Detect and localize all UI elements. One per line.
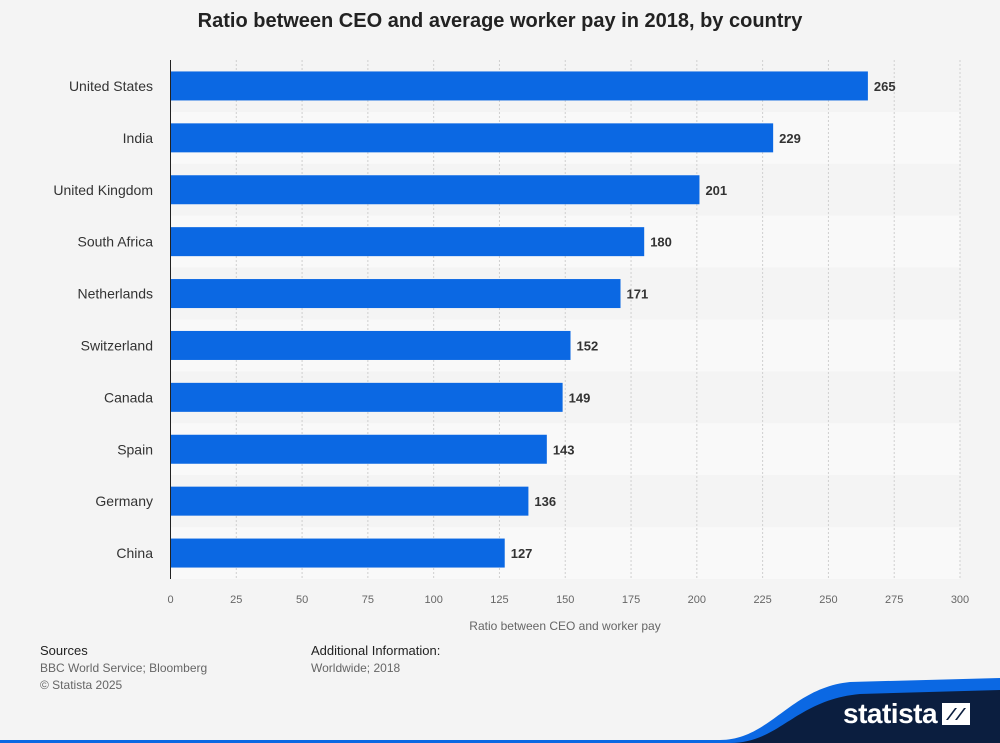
- category-labels: United States India United Kingdom South Af…: [53, 78, 153, 561]
- bar: [170, 486, 529, 516]
- bar-value-label: 201: [705, 183, 727, 198]
- bar: [170, 71, 868, 101]
- x-tick-label: 300: [951, 594, 969, 606]
- bar-value-label: 136: [534, 494, 556, 509]
- bar-value-label: 152: [577, 338, 599, 353]
- x-tick-label: 75: [362, 594, 374, 606]
- bar: [170, 538, 505, 568]
- category-label: Canada: [104, 389, 153, 405]
- bar: [170, 434, 547, 464]
- brand-wave-dark: [730, 690, 1000, 743]
- x-tick-label: 125: [490, 594, 508, 606]
- data-labels: 265 229 201 180 171 152 149 143 136 127: [511, 79, 896, 561]
- x-tick-label: 275: [885, 594, 903, 606]
- x-tick-label: 150: [556, 594, 574, 606]
- bar: [170, 227, 645, 257]
- x-tick-label: 250: [819, 594, 837, 606]
- x-tick-label: 200: [688, 594, 706, 606]
- brand-footer: [0, 678, 1000, 743]
- x-tick-label: 0: [167, 594, 173, 606]
- bars: [170, 71, 868, 568]
- bar-value-label: 180: [650, 235, 672, 250]
- statista-logo-icon: [942, 703, 970, 725]
- x-tick-label: 50: [296, 594, 308, 606]
- sources-label: Sources: [40, 643, 88, 658]
- bar-value-label: 149: [569, 390, 591, 405]
- copyright-text: © Statista 2025: [40, 678, 123, 692]
- x-axis-label: Ratio between CEO and worker pay: [469, 619, 660, 633]
- x-tick-label: 225: [753, 594, 771, 606]
- x-tick-label: 175: [622, 594, 640, 606]
- bar-value-label: 229: [779, 131, 801, 146]
- bar-value-label: 127: [511, 546, 533, 561]
- category-label: Germany: [95, 493, 153, 509]
- category-label: Switzerland: [81, 337, 153, 353]
- statista-logo: statista: [843, 698, 938, 729]
- bar: [170, 123, 774, 153]
- bar: [170, 330, 571, 360]
- category-label: India: [123, 130, 154, 146]
- category-label: Netherlands: [78, 286, 154, 302]
- bar-value-label: 265: [874, 79, 896, 94]
- category-label: United Kingdom: [53, 182, 153, 198]
- bar-value-label: 143: [553, 442, 575, 457]
- chart-title: Ratio between CEO and average worker pay…: [197, 10, 803, 32]
- bar: [170, 279, 621, 309]
- bar: [170, 175, 700, 205]
- additional-info-text: Worldwide; 2018: [311, 661, 401, 675]
- x-tick-label: 25: [230, 594, 242, 606]
- additional-info-label: Additional Information:: [311, 643, 441, 658]
- category-label: Spain: [117, 441, 153, 457]
- x-tick-label: 100: [424, 594, 442, 606]
- category-label: China: [116, 545, 153, 561]
- category-label: South Africa: [78, 234, 154, 250]
- sources-text: BBC World Service; Bloomberg: [40, 661, 208, 675]
- bar: [170, 382, 563, 412]
- bar-value-label: 171: [627, 287, 649, 302]
- category-label: United States: [69, 78, 153, 94]
- bar-chart: 265 229 201 180 171 152 149 143 136 127 United St…: [53, 60, 969, 633]
- x-tick-labels: 0 25 50 75 100 125 150 175 200 225 250 275 300: [167, 594, 969, 606]
